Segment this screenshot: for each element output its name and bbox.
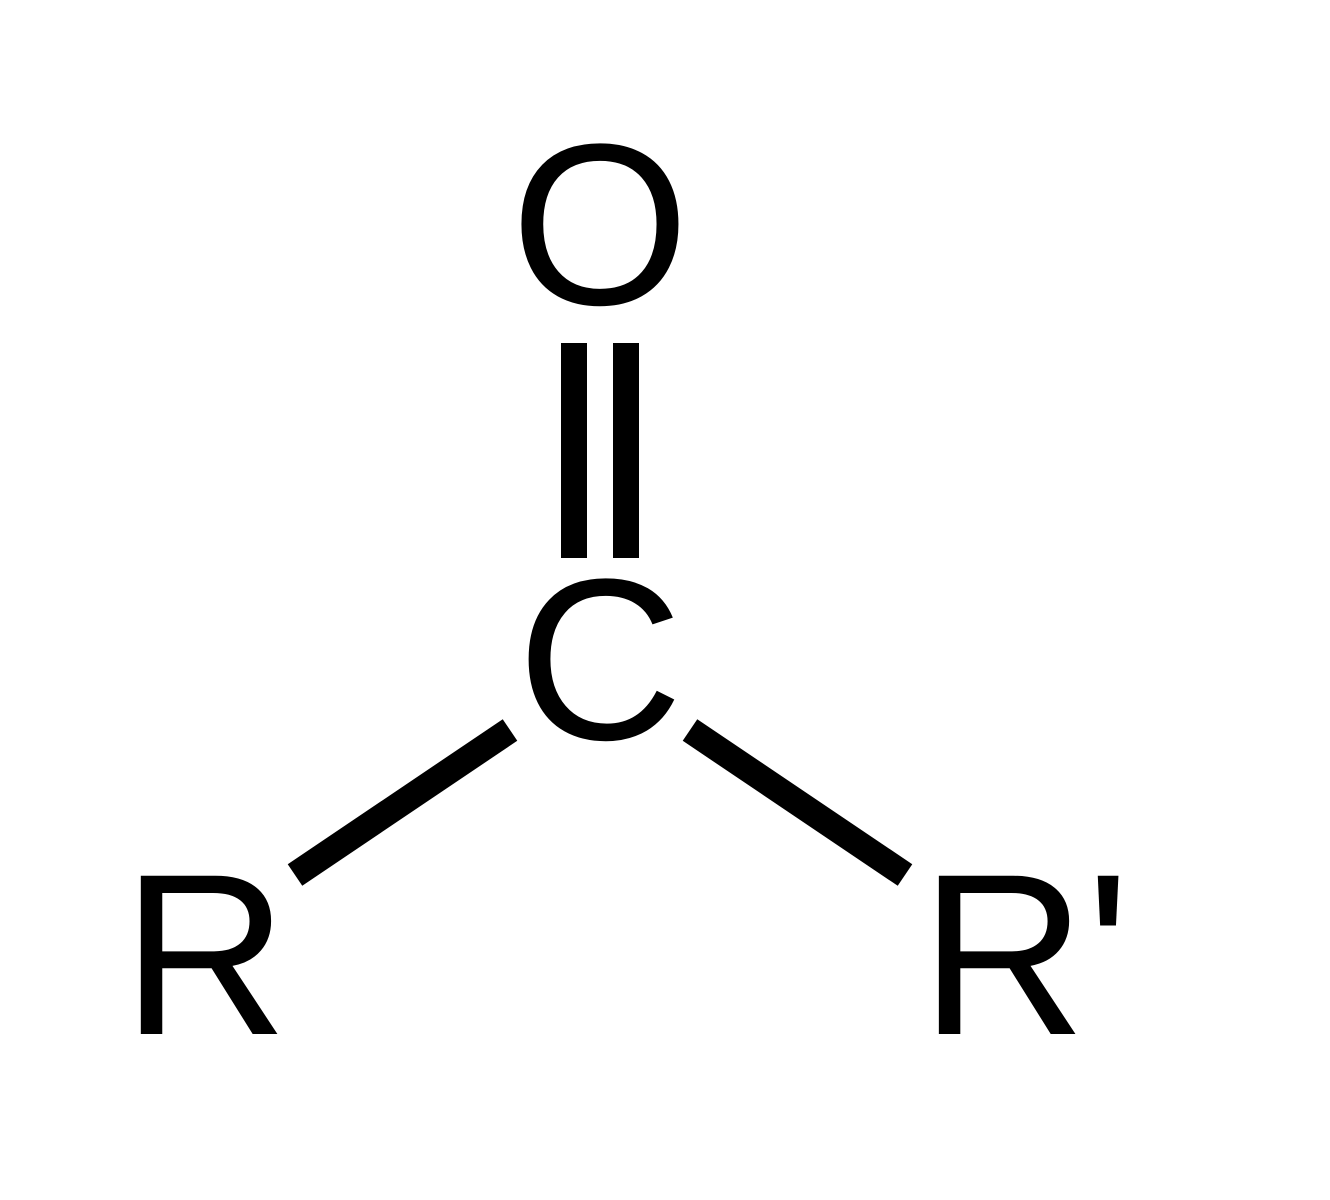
atom-r-group-left: R bbox=[122, 840, 288, 1070]
atom-carbon: C bbox=[517, 545, 683, 775]
atom-oxygen: O bbox=[511, 110, 690, 340]
chemical-structure-diagram: O C R R' bbox=[0, 0, 1330, 1200]
atom-r-group-right: R' bbox=[920, 840, 1130, 1070]
single-bond-c-rprime bbox=[690, 730, 905, 875]
single-bond-c-r bbox=[295, 730, 510, 875]
